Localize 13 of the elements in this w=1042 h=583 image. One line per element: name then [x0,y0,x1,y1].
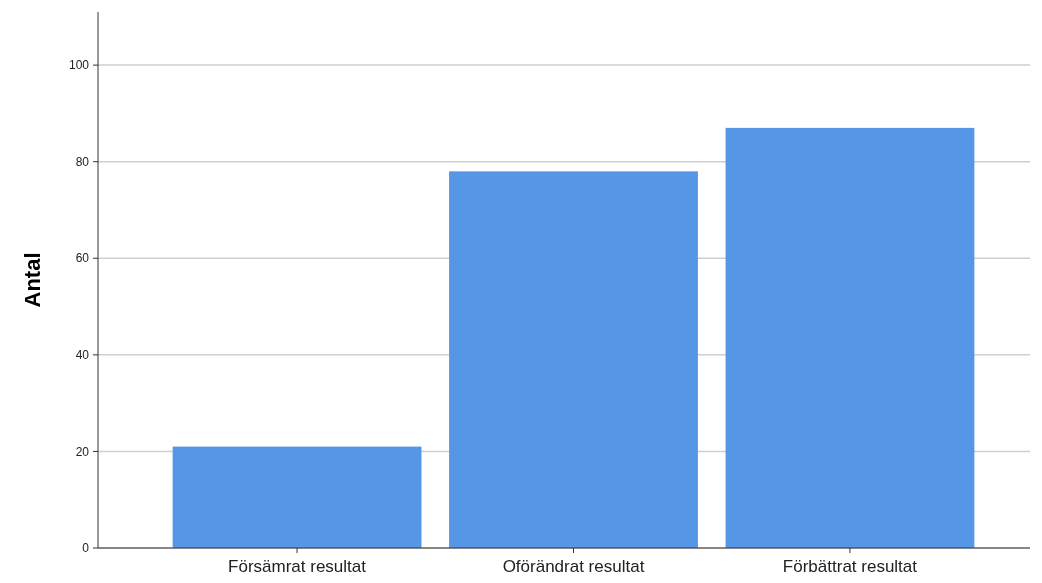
x-tick-label: Oförändrat resultat [502,557,645,576]
bar [172,446,422,548]
y-tick-label: 20 [75,444,90,459]
bar [449,171,698,548]
bar [725,127,975,548]
y-tick-label: 100 [68,58,90,73]
y-tick-label: 80 [75,154,90,169]
y-axis-title: Antal [20,252,45,308]
x-tick-label: Förbättrat resultat [782,557,918,576]
y-tick-label: 60 [75,251,90,266]
x-tick-label: Försämrat resultat [228,557,367,576]
y-tick-label: 0 [82,541,90,556]
y-tick-label: 40 [75,348,90,363]
